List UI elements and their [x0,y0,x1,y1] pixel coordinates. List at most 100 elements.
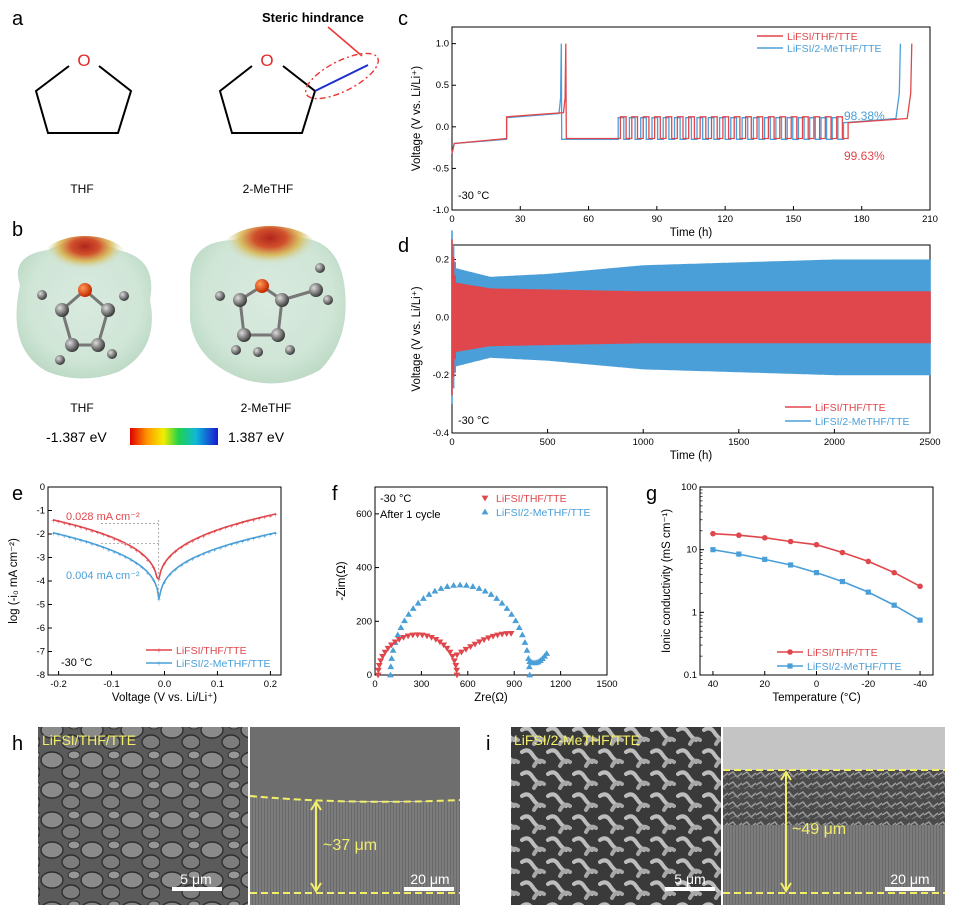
sem-h-top-view [38,727,248,905]
data-marker [521,639,529,645]
data-marker [503,631,510,637]
sem-h-scale-left: 5 μm [180,871,211,887]
data-marker: + [224,525,228,532]
steric-arrow [327,26,363,57]
sem-i-porous-layer [723,770,945,825]
data-marker: + [62,521,66,528]
data-marker [917,617,923,623]
x-tick-label: -0.2 [50,679,66,690]
data-marker [475,585,483,591]
x-tick-label: 0.2 [264,679,277,690]
data-marker: + [73,536,77,543]
data-marker [487,591,495,597]
plot-frame [374,486,608,676]
data-marker [485,635,492,642]
series-tafel-LiFSI/2-MeTHF/TTE [53,532,276,600]
data-marker: + [151,578,155,585]
legend-marker: + [157,646,162,655]
y-axis-label: Voltage (V vs. Li/Li⁺) [411,66,423,171]
data-marker [507,630,515,637]
data-marker [440,642,448,649]
methf-oxygen-atom: O [260,51,273,70]
esp-color-scale [130,428,218,445]
panel-letter-f: f [332,483,338,505]
x-tick-label: 120 [717,214,733,225]
sem-h-scale-bar-right [404,887,454,891]
data-marker: + [129,558,133,565]
data-marker [388,655,396,661]
data-marker: + [168,572,172,579]
legend-label: LiFSI/THF/TTE [496,493,567,505]
data-marker: + [101,532,105,539]
data-marker: + [174,549,178,556]
steric-hindrance-ellipse [305,52,379,100]
x-tick-label: 300 [413,679,429,690]
data-marker [428,634,435,641]
legend-label: LiFSI/THF/TTE [787,31,858,43]
data-marker: + [207,531,211,538]
data-marker: + [229,523,233,530]
data-marker [494,632,501,639]
data-marker [525,655,532,661]
data-marker [449,653,456,660]
data-marker [481,508,489,515]
data-marker: + [68,535,72,542]
panel-i: i ~49 μm LiFSI/2-MeTHF/TTE 5 μm 20 μm [486,727,945,905]
data-marker: + [51,531,55,538]
sem-i-cross-background [723,727,945,772]
y-tick-label: 0.5 [436,80,449,91]
data-marker: + [246,537,250,544]
data-marker [456,581,464,588]
data-marker [736,532,742,539]
data-marker [762,556,768,562]
data-marker: + [263,533,267,540]
series-line-LiFSI/2-MeTHF/TTE [712,548,921,621]
x-tick-label: 40 [708,679,719,690]
data-marker [431,587,439,594]
y-tick-label: 0 [40,482,45,493]
data-marker: + [157,597,161,604]
data-marker: + [201,551,205,558]
data-marker [443,583,451,589]
series-line-LiFSI/THF/TTE [451,43,913,154]
x-tick-label: 0 [449,214,454,225]
data-marker: + [212,529,216,536]
data-marker [839,549,846,556]
data-marker: + [185,559,189,566]
data-marker [463,582,470,588]
y-axis-label: Voltage (V vs. Li/Li⁺) [411,286,423,391]
data-marker: + [135,548,139,555]
data-marker: + [218,527,222,534]
y-tick-label: 1 [692,607,697,618]
data-marker [710,547,716,553]
x-axis-label: Zre(Ω) [474,692,508,704]
x-tick-label: -40 [913,679,927,690]
data-marker: + [274,531,278,538]
data-marker [480,637,488,644]
data-marker: + [196,536,200,543]
data-marker [736,551,742,557]
data-marker [458,649,465,656]
data-marker [374,672,382,679]
data-marker [467,644,474,651]
data-marker [710,530,716,537]
data-marker: + [129,544,133,551]
data-marker: + [101,545,105,552]
sem-i-scale-left: 5 μm [674,871,705,887]
x-tick-label: 600 [460,679,476,690]
sem-h-cross-section [250,796,460,905]
methf-esp-label: 2-MeTHF [241,401,292,415]
x-tick-label: 90 [652,214,663,225]
x-tick-label: 30 [515,214,526,225]
data-marker [787,538,794,545]
data-marker: + [246,519,250,526]
legend-marker: + [157,659,162,668]
data-marker: + [107,547,111,554]
data-marker [443,645,451,652]
legend-label: LiFSI/2-MeTHF/TTE [807,661,902,673]
data-marker [374,667,382,674]
data-marker [489,633,497,640]
y-tick-label: 0.1 [684,670,697,681]
data-marker [865,589,871,595]
data-marker [453,672,461,679]
